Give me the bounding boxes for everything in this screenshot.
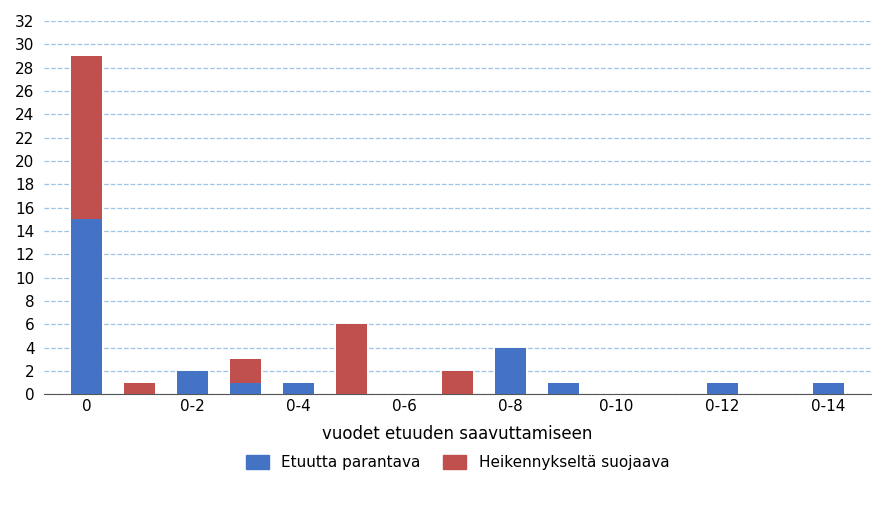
Bar bbox=[124, 383, 155, 394]
Bar bbox=[812, 383, 844, 394]
Bar bbox=[229, 383, 261, 394]
Bar bbox=[229, 360, 261, 383]
Legend: Etuutta parantava, Heikennykseltä suojaava: Etuutta parantava, Heikennykseltä suojaa… bbox=[240, 449, 675, 476]
X-axis label: vuodet etuuden saavuttamiseen: vuodet etuuden saavuttamiseen bbox=[323, 426, 593, 443]
Bar bbox=[336, 325, 368, 394]
Bar bbox=[494, 348, 526, 394]
Bar bbox=[283, 383, 315, 394]
Bar bbox=[707, 383, 739, 394]
Bar bbox=[71, 219, 103, 394]
Bar bbox=[548, 383, 579, 394]
Bar bbox=[441, 371, 473, 394]
Bar bbox=[176, 371, 208, 394]
Bar bbox=[71, 56, 103, 219]
